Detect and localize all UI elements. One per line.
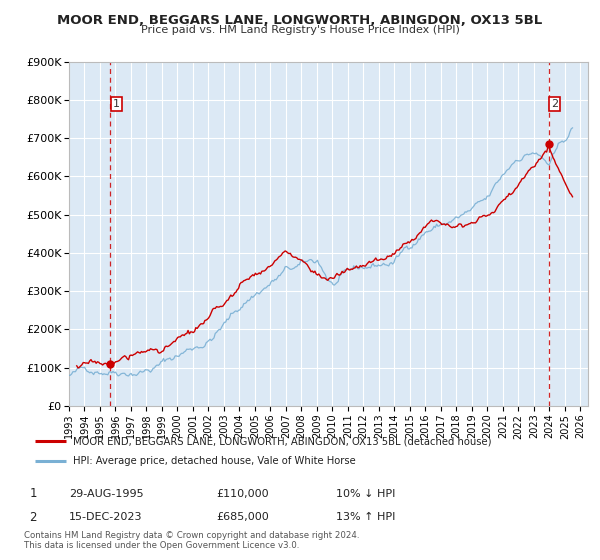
Text: HPI: Average price, detached house, Vale of White Horse: HPI: Average price, detached house, Vale…	[73, 456, 356, 466]
Text: 1: 1	[113, 99, 119, 109]
Text: £110,000: £110,000	[216, 489, 269, 499]
Text: 10% ↓ HPI: 10% ↓ HPI	[336, 489, 395, 499]
Text: MOOR END, BEGGARS LANE, LONGWORTH, ABINGDON, OX13 5BL: MOOR END, BEGGARS LANE, LONGWORTH, ABING…	[58, 14, 542, 27]
Text: 2: 2	[29, 511, 37, 524]
Text: Price paid vs. HM Land Registry's House Price Index (HPI): Price paid vs. HM Land Registry's House …	[140, 25, 460, 35]
Text: 15-DEC-2023: 15-DEC-2023	[69, 512, 143, 522]
Text: 2: 2	[551, 99, 558, 109]
Text: 29-AUG-1995: 29-AUG-1995	[69, 489, 143, 499]
Text: 13% ↑ HPI: 13% ↑ HPI	[336, 512, 395, 522]
Text: £685,000: £685,000	[216, 512, 269, 522]
Text: 1: 1	[29, 487, 37, 501]
Text: This data is licensed under the Open Government Licence v3.0.: This data is licensed under the Open Gov…	[24, 541, 299, 550]
Text: Contains HM Land Registry data © Crown copyright and database right 2024.: Contains HM Land Registry data © Crown c…	[24, 531, 359, 540]
Text: MOOR END, BEGGARS LANE, LONGWORTH, ABINGDON, OX13 5BL (detached house): MOOR END, BEGGARS LANE, LONGWORTH, ABING…	[73, 436, 492, 446]
